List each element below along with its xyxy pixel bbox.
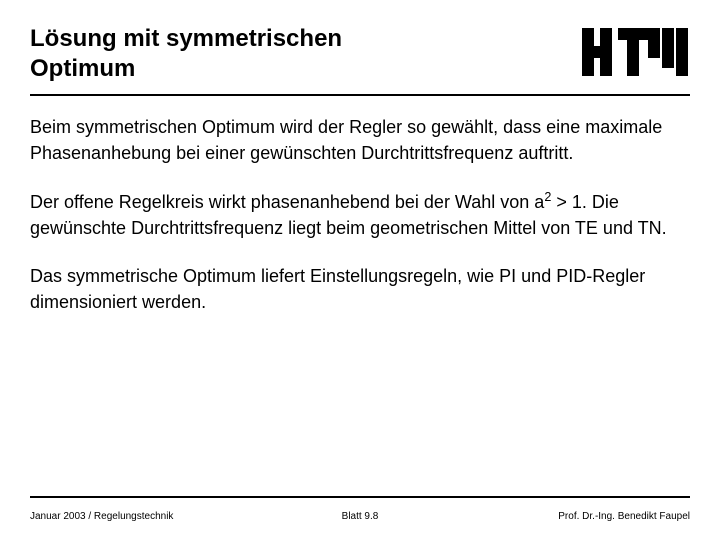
paragraph-1: Beim symmetrischen Optimum wird der Regl… — [30, 114, 690, 166]
paragraph-3: Das symmetrische Optimum liefert Einstel… — [30, 263, 690, 315]
footer-right: Prof. Dr.-Ing. Benedikt Faupel — [558, 511, 690, 522]
footer: Januar 2003 / Regelungstechnik Blatt 9.8… — [30, 511, 690, 522]
slide-title: Lösung mit symmetrischen Optimum — [30, 24, 342, 84]
footer-left: Januar 2003 / Regelungstechnik — [30, 511, 173, 522]
title-line-1: Lösung mit symmetrischen — [30, 25, 342, 52]
header: Lösung mit symmetrischen Optimum — [30, 24, 690, 84]
header-divider — [30, 94, 690, 96]
body-text: Beim symmetrischen Optimum wird der Regl… — [30, 114, 690, 316]
slide: Lösung mit symmetrischen Optimum Beim sy… — [0, 0, 720, 540]
title-line-2: Optimum — [30, 55, 135, 82]
paragraph-2: Der offene Regelkreis wirkt phasenanhebe… — [30, 188, 690, 241]
footer-divider — [30, 496, 690, 498]
htw-logo-icon — [582, 28, 690, 81]
footer-center: Blatt 9.8 — [342, 511, 379, 522]
p2-pre: Der offene Regelkreis wirkt phasenanhebe… — [30, 192, 544, 212]
